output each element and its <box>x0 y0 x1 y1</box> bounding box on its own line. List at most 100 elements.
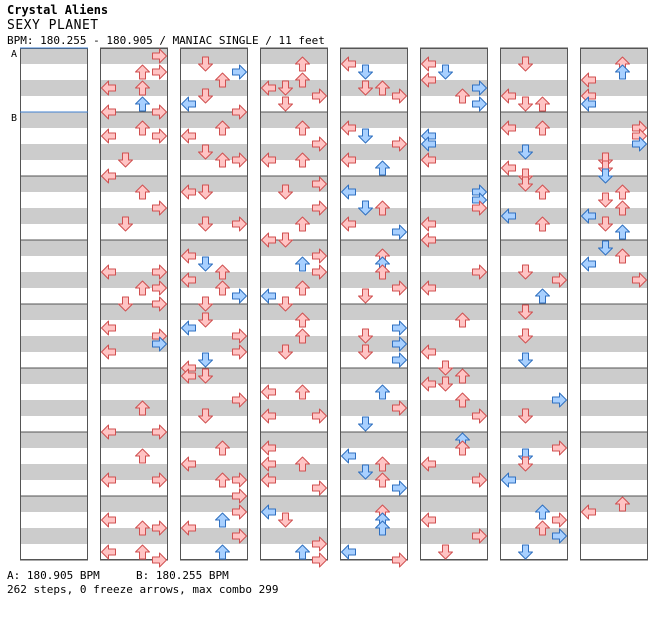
column-border <box>340 48 408 560</box>
beat-band <box>420 176 488 192</box>
right-arrow-icon <box>552 512 567 528</box>
down-arrow-icon <box>198 144 213 160</box>
left-arrow-icon <box>421 136 436 152</box>
up-arrow-icon <box>615 200 630 216</box>
beat-band <box>580 400 648 416</box>
beat-band <box>580 112 648 128</box>
beat-band <box>100 336 168 352</box>
beat-band <box>260 304 328 320</box>
right-arrow-icon <box>312 536 327 552</box>
up-arrow-icon <box>135 184 150 200</box>
up-arrow-icon <box>615 496 630 512</box>
down-arrow-icon <box>438 376 453 392</box>
up-arrow-icon <box>215 440 230 456</box>
left-arrow-icon <box>101 512 116 528</box>
beat-band <box>500 112 568 128</box>
right-arrow-icon <box>152 520 167 536</box>
up-arrow-icon <box>135 80 150 96</box>
down-arrow-icon <box>198 352 213 368</box>
beat-band <box>100 528 168 544</box>
chart-column <box>20 47 88 561</box>
down-arrow-icon <box>358 328 373 344</box>
right-arrow-icon <box>472 528 487 544</box>
down-arrow-icon <box>278 296 293 312</box>
right-arrow-icon <box>312 176 327 192</box>
up-arrow-icon <box>535 288 550 304</box>
beat-band <box>180 528 248 544</box>
beat-band <box>340 144 408 160</box>
left-arrow-icon <box>581 72 596 88</box>
right-arrow-icon <box>312 88 327 104</box>
left-arrow-icon <box>181 368 196 384</box>
beat-band <box>20 208 88 224</box>
down-arrow-icon <box>198 256 213 272</box>
left-arrow-icon <box>101 80 116 96</box>
beat-band <box>100 240 168 256</box>
up-arrow-icon <box>135 280 150 296</box>
right-arrow-icon <box>152 200 167 216</box>
left-arrow-icon <box>101 104 116 120</box>
left-arrow-icon <box>181 456 196 472</box>
left-arrow-icon <box>501 472 516 488</box>
left-arrow-icon <box>261 408 276 424</box>
beat-band <box>420 464 488 480</box>
right-arrow-icon <box>152 64 167 80</box>
beat-band <box>100 80 168 96</box>
up-arrow-icon <box>215 544 230 560</box>
beat-band <box>420 368 488 384</box>
up-arrow-icon <box>535 96 550 112</box>
up-arrow-icon <box>215 280 230 296</box>
up-arrow-icon <box>375 80 390 96</box>
down-arrow-icon <box>198 312 213 328</box>
left-arrow-icon <box>101 344 116 360</box>
left-arrow-icon <box>421 344 436 360</box>
beat-band <box>260 496 328 512</box>
right-arrow-icon <box>472 408 487 424</box>
down-arrow-icon <box>278 96 293 112</box>
down-arrow-icon <box>518 96 533 112</box>
right-arrow-icon <box>312 248 327 264</box>
left-arrow-icon <box>101 424 116 440</box>
left-arrow-icon <box>181 96 196 112</box>
right-arrow-icon <box>232 488 247 504</box>
up-arrow-icon <box>535 504 550 520</box>
column-border <box>100 48 168 560</box>
beat-band <box>340 208 408 224</box>
beat-band <box>180 400 248 416</box>
right-arrow-icon <box>232 216 247 232</box>
left-arrow-icon <box>181 184 196 200</box>
up-arrow-icon <box>295 120 310 136</box>
beat-band <box>100 112 168 128</box>
artist-name: Crystal Aliens <box>7 3 109 17</box>
beat-band <box>580 464 648 480</box>
beat-band <box>500 528 568 544</box>
beat-band <box>20 272 88 288</box>
right-arrow-icon <box>552 440 567 456</box>
beat-band <box>580 496 648 512</box>
beat-band <box>500 496 568 512</box>
up-arrow-icon <box>375 384 390 400</box>
right-arrow-icon <box>232 328 247 344</box>
beat-band <box>580 80 648 96</box>
right-arrow-icon <box>152 264 167 280</box>
beat-band <box>500 176 568 192</box>
right-arrow-icon <box>152 280 167 296</box>
beat-band <box>180 112 248 128</box>
up-arrow-icon <box>295 72 310 88</box>
down-arrow-icon <box>598 216 613 232</box>
right-arrow-icon <box>392 480 407 496</box>
down-arrow-icon <box>118 216 133 232</box>
right-arrow-icon <box>232 152 247 168</box>
left-arrow-icon <box>261 152 276 168</box>
up-arrow-icon <box>135 96 150 112</box>
right-arrow-icon <box>392 280 407 296</box>
left-arrow-icon <box>181 248 196 264</box>
beat-band <box>340 304 408 320</box>
right-arrow-icon <box>312 552 327 568</box>
right-arrow-icon <box>312 200 327 216</box>
right-arrow-icon <box>152 336 167 352</box>
up-arrow-icon <box>375 520 390 536</box>
down-arrow-icon <box>198 216 213 232</box>
bpm-b-label: B: 180.255 BPM <box>136 569 229 582</box>
left-arrow-icon <box>421 56 436 72</box>
